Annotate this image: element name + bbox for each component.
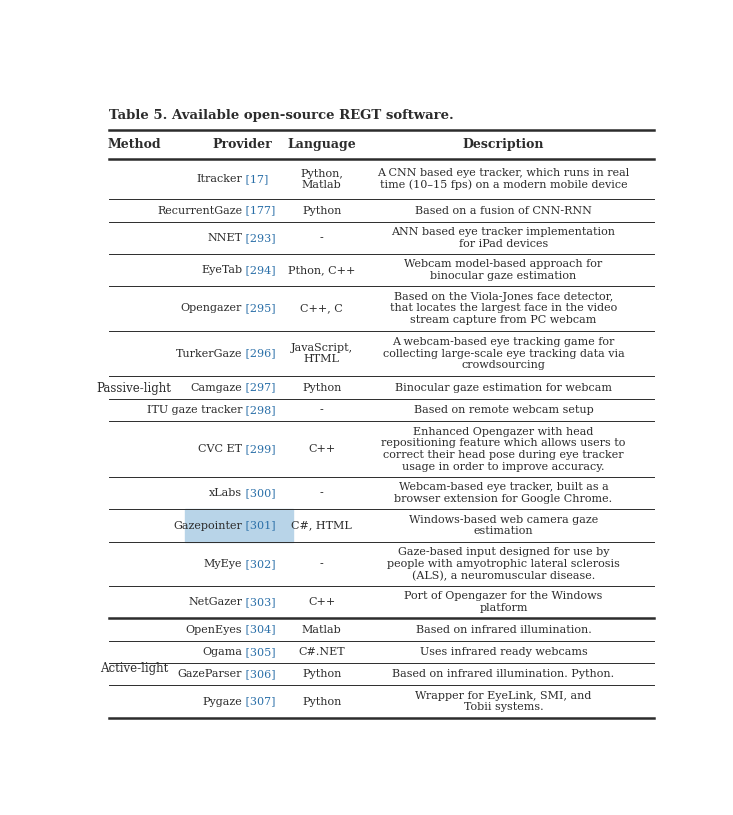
Text: -: - <box>320 559 323 569</box>
Text: -: - <box>320 405 323 415</box>
Text: [305]: [305] <box>242 647 276 657</box>
Text: [304]: [304] <box>242 624 276 635</box>
Text: Based on infrared illumination.: Based on infrared illumination. <box>416 624 592 635</box>
Text: NNET: NNET <box>207 233 242 243</box>
Text: Active-light: Active-light <box>100 662 169 675</box>
Text: [307]: [307] <box>242 697 276 707</box>
Text: Based on a fusion of CNN-RNN: Based on a fusion of CNN-RNN <box>415 205 592 215</box>
Text: [303]: [303] <box>242 597 276 607</box>
Text: Python,
Matlab: Python, Matlab <box>301 169 343 190</box>
Text: [296]: [296] <box>242 349 276 359</box>
Text: C#.NET: C#.NET <box>298 647 345 657</box>
Text: [297]: [297] <box>242 383 276 393</box>
Text: Opengazer: Opengazer <box>181 303 242 314</box>
Text: [301]: [301] <box>242 521 276 531</box>
Text: NetGazer: NetGazer <box>188 597 242 607</box>
Text: Pygaze: Pygaze <box>202 697 242 707</box>
Text: [299]: [299] <box>242 444 276 454</box>
Text: Passive-light: Passive-light <box>97 382 172 395</box>
Text: A webcam-based eye tracking game for
collecting large-scale eye tracking data vi: A webcam-based eye tracking game for col… <box>383 337 625 370</box>
Text: Webcam-based eye tracker, built as a
browser extension for Google Chrome.: Webcam-based eye tracker, built as a bro… <box>394 482 613 504</box>
Text: Port of Opengazer for the Windows
platform: Port of Opengazer for the Windows platfo… <box>405 592 603 613</box>
Text: Gazepointer: Gazepointer <box>173 521 242 531</box>
Text: Based on the Viola-Jones face detector,
that locates the largest face in the vid: Based on the Viola-Jones face detector, … <box>390 292 617 325</box>
Text: TurkerGaze: TurkerGaze <box>176 349 242 359</box>
Text: A CNN based eye tracker, which runs in real
time (10–15 fps) on a modern mobile : A CNN based eye tracker, which runs in r… <box>377 168 630 191</box>
Text: ITU gaze tracker: ITU gaze tracker <box>147 405 242 415</box>
Text: Wrapper for EyeLink, SMI, and
Tobii systems.: Wrapper for EyeLink, SMI, and Tobii syst… <box>416 691 592 712</box>
Text: [293]: [293] <box>242 233 276 243</box>
Text: Webcam model-based approach for
binocular gaze estimation: Webcam model-based approach for binocula… <box>405 259 603 281</box>
Text: Python: Python <box>302 697 342 707</box>
Text: C++, C: C++, C <box>301 303 343 314</box>
Text: MyEye: MyEye <box>204 559 242 569</box>
Text: [306]: [306] <box>242 669 276 679</box>
Text: -: - <box>320 488 323 498</box>
Text: ANN based eye tracker implementation
for iPad devices: ANN based eye tracker implementation for… <box>391 227 616 249</box>
Text: Ogama: Ogama <box>202 647 242 657</box>
Text: Provider: Provider <box>213 139 272 152</box>
Text: C#, HTML: C#, HTML <box>291 521 352 531</box>
Text: RecurrentGaze: RecurrentGaze <box>157 205 242 215</box>
Text: Based on infrared illumination. Python.: Based on infrared illumination. Python. <box>392 669 614 679</box>
Text: GazeParser: GazeParser <box>177 669 242 679</box>
Text: JavaScript,
HTML: JavaScript, HTML <box>290 343 353 364</box>
Text: C++: C++ <box>308 597 335 607</box>
Text: Pthon, C++: Pthon, C++ <box>288 265 356 275</box>
Text: Matlab: Matlab <box>302 624 342 635</box>
Text: Python: Python <box>302 669 342 679</box>
Text: Language: Language <box>287 139 356 152</box>
Text: [298]: [298] <box>242 405 276 415</box>
Text: CVC ET: CVC ET <box>198 444 242 454</box>
Text: Description: Description <box>463 139 544 152</box>
Text: Based on remote webcam setup: Based on remote webcam setup <box>413 405 593 415</box>
Text: [295]: [295] <box>242 303 276 314</box>
Text: Windows-based web camera gaze
estimation: Windows-based web camera gaze estimation <box>409 515 598 536</box>
Text: EyeTab: EyeTab <box>201 265 242 275</box>
Text: Python: Python <box>302 383 342 393</box>
Text: Binocular gaze estimation for webcam: Binocular gaze estimation for webcam <box>395 383 612 393</box>
Text: -: - <box>320 233 323 243</box>
Text: Gaze-based input designed for use by
people with amyotrophic lateral sclerosis
(: Gaze-based input designed for use by peo… <box>387 547 620 581</box>
Text: Python: Python <box>302 205 342 215</box>
Bar <box>185 509 293 542</box>
Text: C++: C++ <box>308 444 335 454</box>
Text: [17]: [17] <box>242 174 268 184</box>
Text: OpenEyes: OpenEyes <box>185 624 242 635</box>
Text: Camgaze: Camgaze <box>191 383 242 393</box>
Text: Method: Method <box>108 139 161 152</box>
Text: xLabs: xLabs <box>209 488 242 498</box>
Text: [300]: [300] <box>242 488 276 498</box>
Text: [302]: [302] <box>242 559 276 569</box>
Text: [177]: [177] <box>242 205 276 215</box>
Text: Enhanced Opengazer with head
repositioning feature which allows users to
correct: Enhanced Opengazer with head repositioni… <box>381 427 626 472</box>
Text: Table 5. Available open-source REGT software.: Table 5. Available open-source REGT soft… <box>108 109 454 122</box>
Text: [294]: [294] <box>242 265 276 275</box>
Text: Uses infrared ready webcams: Uses infrared ready webcams <box>419 647 587 657</box>
Text: Itracker: Itracker <box>196 174 242 184</box>
